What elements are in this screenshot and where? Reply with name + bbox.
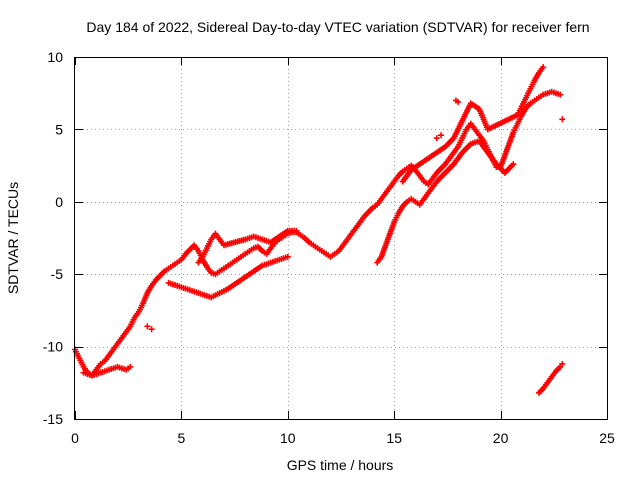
x-tick-label: 10 (280, 430, 296, 446)
data-point-lower-branch (510, 161, 517, 168)
x-tick-label: 5 (178, 430, 186, 446)
data-point-isolated-points (455, 98, 462, 105)
x-tick-label: 25 (599, 430, 615, 446)
y-tick-label: 10 (47, 49, 63, 65)
grid-lines (75, 57, 607, 419)
data-point-isolated-points (148, 326, 155, 333)
x-axis-title: GPS time / hours (287, 457, 394, 473)
data-point-lower-branch (284, 253, 291, 260)
data-point-lower-branch (127, 363, 134, 370)
x-tick-label: 15 (386, 430, 402, 446)
y-tick-label: -10 (43, 339, 63, 355)
tick-labels: 0 5 10 15 20 25 -15 -10 -5 0 5 10 (43, 49, 615, 446)
data-points (72, 64, 566, 396)
data-point-late-segment (559, 360, 566, 367)
x-tick-label: 0 (71, 430, 79, 446)
y-tick-label: 0 (55, 194, 63, 210)
axis-ticks (75, 57, 608, 420)
data-point-upper-branch (293, 227, 300, 234)
data-point-isolated-points (144, 323, 151, 330)
data-point-upper-branch (540, 64, 547, 71)
data-point-main-trend (557, 91, 564, 98)
chart-title: Day 184 of 2022, Sidereal Day-to-day VTE… (86, 19, 589, 35)
y-tick-label: 5 (55, 121, 63, 137)
x-tick-label: 20 (493, 430, 509, 446)
y-tick-label: -5 (51, 266, 64, 282)
data-point-isolated-points (433, 135, 440, 142)
data-point-isolated-points (438, 132, 445, 139)
plot-frame (74, 57, 608, 420)
y-tick-label: -15 (43, 411, 63, 427)
data-point-isolated-points (559, 116, 566, 123)
y-axis-title: SDTVAR / TECUs (5, 182, 21, 294)
